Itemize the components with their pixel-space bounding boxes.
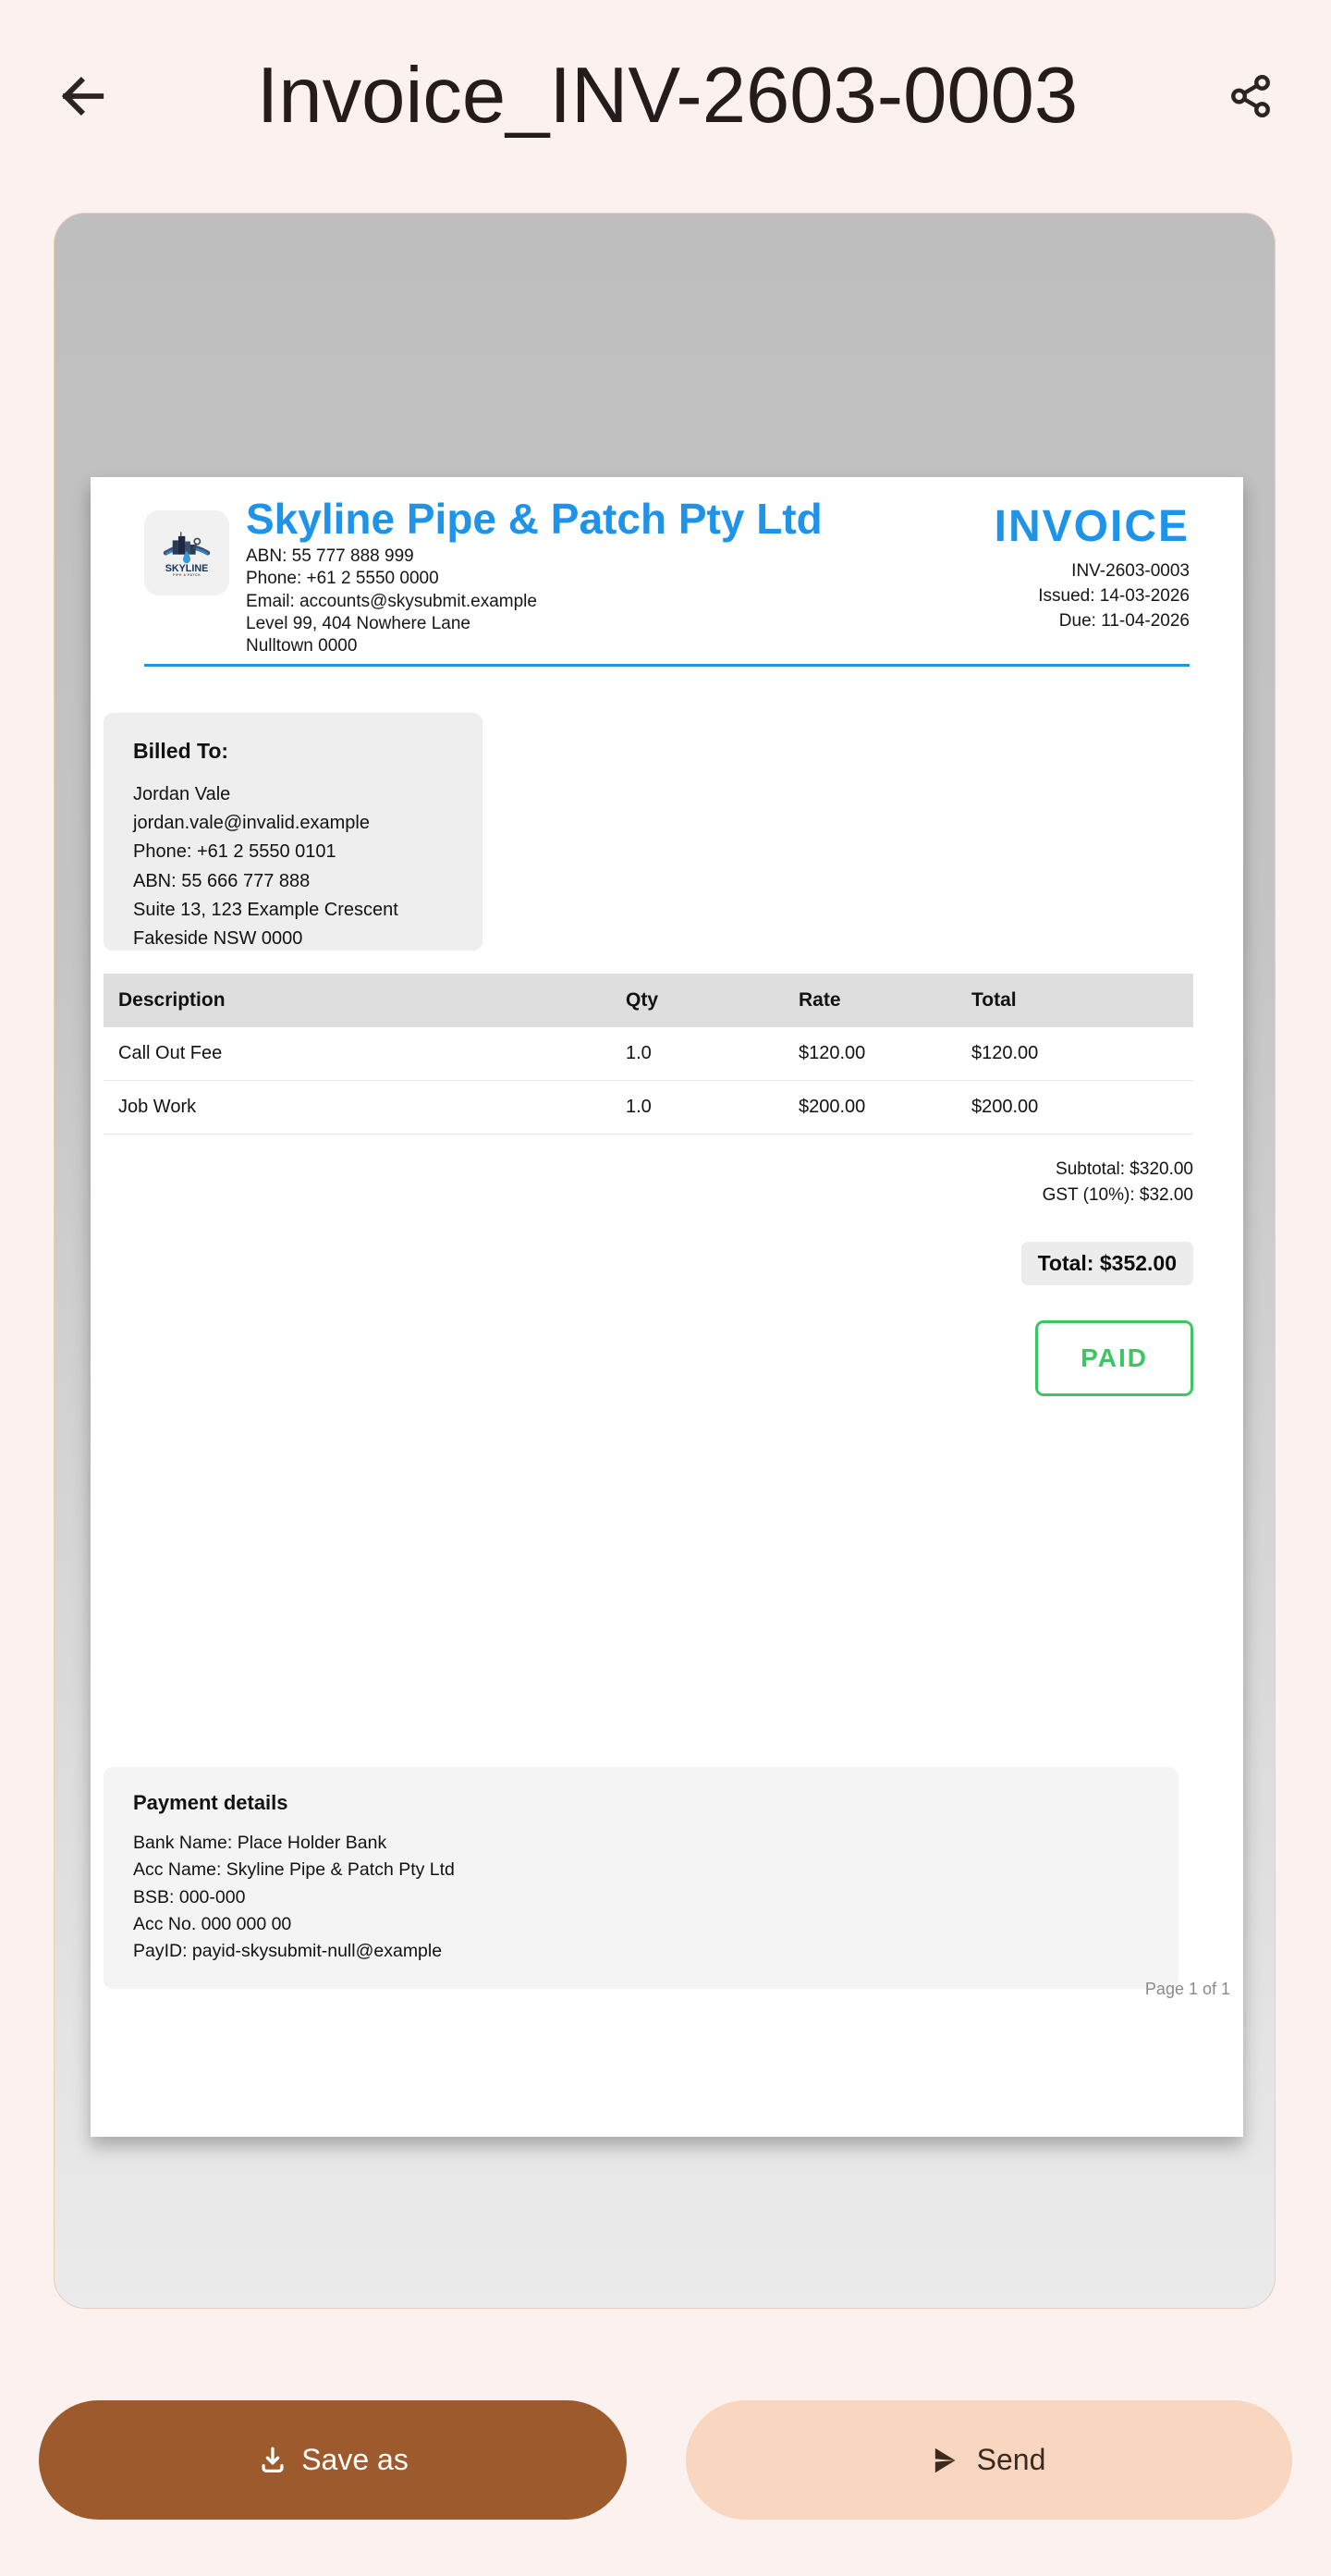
svg-text:PIPE & PATCH: PIPE & PATCH (173, 573, 201, 577)
svg-text:SKYLINE: SKYLINE (165, 563, 209, 574)
